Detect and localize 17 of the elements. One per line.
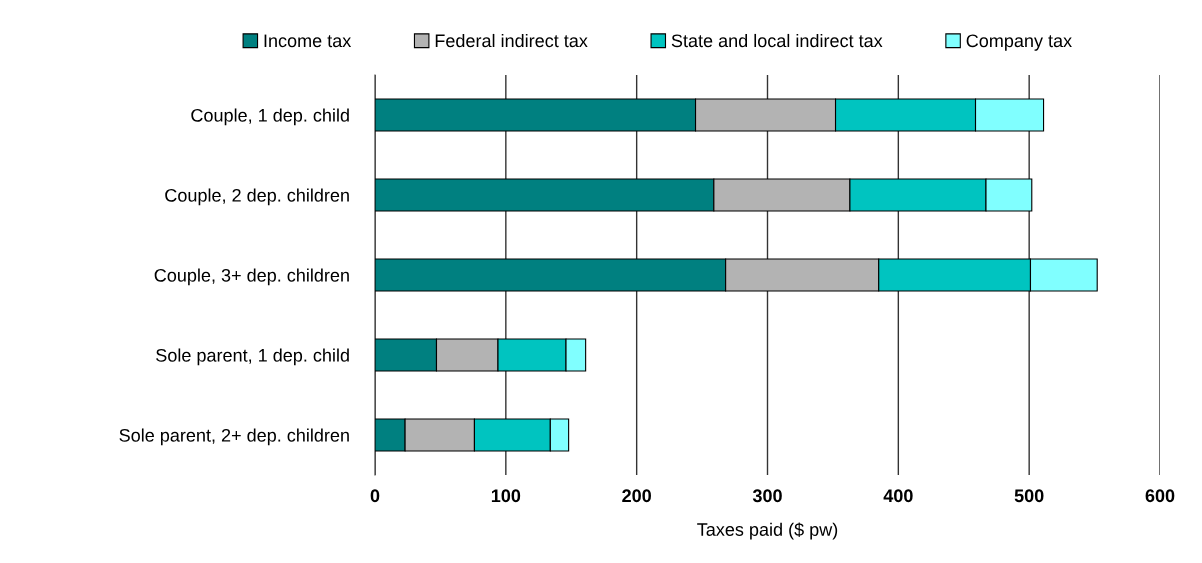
x-tick-label: 100 xyxy=(491,489,521,503)
legend-label: Income tax xyxy=(264,34,352,48)
x-tick-label: 300 xyxy=(752,489,782,503)
y-tick-label: Couple, 3+ dep. children xyxy=(154,268,349,286)
y-tick-label: Sole parent, 1 dep. child xyxy=(156,348,349,366)
legend-label: Company tax xyxy=(966,34,1072,51)
x-tick-label: 600 xyxy=(1145,489,1175,503)
x-tick-label: 0 xyxy=(370,489,380,503)
y-tick-label: Couple, 2 dep. children xyxy=(165,188,349,206)
legend-label: Federal indirect tax xyxy=(435,33,588,48)
x-tick-label: 400 xyxy=(883,489,913,503)
y-tick-label: Couple, 1 dep. child xyxy=(191,108,349,126)
x-tick-label: 200 xyxy=(622,489,651,503)
legend-label: State and local indirect tax xyxy=(671,33,883,48)
x-tick-label: 500 xyxy=(1014,489,1044,503)
x-axis-title: Taxes paid ($ pw) xyxy=(697,522,838,540)
y-tick-label: Sole parent, 2+ dep. children xyxy=(119,428,349,446)
